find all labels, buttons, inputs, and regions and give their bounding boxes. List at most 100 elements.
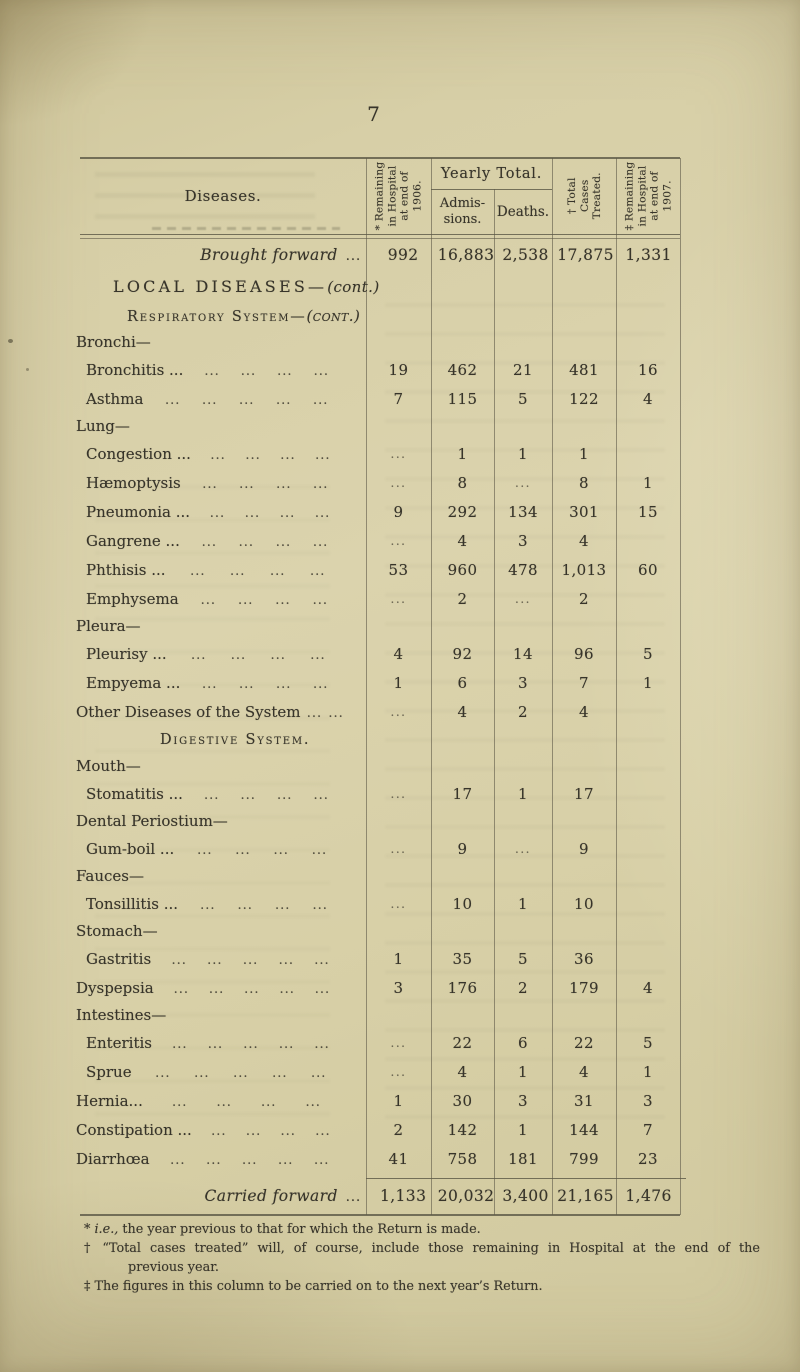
leader-dots: ............... [164, 392, 329, 408]
cell-deaths: 134 [508, 502, 538, 521]
cell-deaths: 3 [518, 1091, 528, 1110]
leader-dots: ............ [190, 563, 326, 579]
leader-dots: ... [345, 249, 362, 264]
cell-admissions: 20,032 [437, 1187, 495, 1205]
table-row: Digestive System. [72, 726, 680, 753]
cell-deaths: 5 [518, 949, 528, 968]
column-header-remaining-1907: ‡ Remaining in Hospital at end of 1907. [616, 157, 680, 235]
column-divider [494, 189, 496, 1215]
organ-group-label: Lung— [76, 417, 130, 435]
column-header-admissions: Admis- sions. [439, 196, 486, 227]
leader-dots: ............ [171, 1094, 321, 1110]
organ-group-label: Mouth— [76, 757, 141, 775]
cell-admissions: 4 [457, 1062, 468, 1081]
table-row: Sprue.................. 4 1 4 1 [72, 1057, 680, 1086]
cell-remaining-1907: 60 [638, 560, 658, 579]
disease-label: Gum-boil ............... [72, 840, 366, 858]
leader-dots: ............ [209, 505, 331, 521]
rotated-header-text: ‡ Remaining in Hospital at end of 1907. [623, 161, 673, 231]
column-header-remaining-1906: * Remaining in Hospital at end of 1906. [366, 157, 431, 235]
table-row: Dyspepsia............... 3 176 2 179 4 [72, 973, 680, 1002]
yearly-total-sub-rule [431, 189, 552, 191]
cell-admissions: 1 [457, 444, 468, 463]
cell-remaining-1906: 4 [393, 644, 404, 663]
cell-remaining-1907: 4 [643, 389, 653, 408]
cell-remaining-1906: 19 [388, 360, 409, 379]
cell-deaths: 2,538 [502, 246, 549, 264]
cell-total-treated: 4 [579, 531, 589, 550]
rotated-header-text: † Total Cases Treated. [565, 172, 603, 220]
cell-remaining-1907: 1,476 [625, 1187, 672, 1205]
leader-dots: ............... [155, 1065, 327, 1081]
cell-deaths: 14 [513, 644, 533, 663]
leader-dots: ............ [200, 897, 328, 913]
table-row: Gangrene .................. 4 3 4 [72, 526, 680, 555]
cell-deaths: ... [515, 841, 531, 856]
organ-group-label: Intestines— [76, 1006, 167, 1024]
cell-deaths: 3 [518, 673, 528, 692]
cell-total-treated: 17 [574, 784, 594, 803]
table-row: Tonsillitis .................. 10 1 10 [72, 889, 680, 918]
cell-deaths: 181 [508, 1149, 538, 1168]
table-row: Asthma............... 7 115 5 122 4 [72, 384, 680, 413]
cell-admissions: 10 [452, 894, 473, 913]
table-row: Phthisis ............... 53 960 478 1,013 60 [72, 555, 680, 584]
leader-dots: ............... [170, 1152, 330, 1168]
table-row: Respiratory System—(cont.) [72, 302, 680, 329]
cell-total-treated: 1,013 [561, 560, 607, 579]
table-row: Bronchitis ............... 19 462 21 481 16 [72, 355, 680, 384]
cell-deaths: 478 [508, 560, 538, 579]
cell-total-treated: 22 [574, 1033, 594, 1052]
table-row: Hæmoptysis............... 8... 8 1 [72, 468, 680, 497]
disease-label: Gangrene ............... [72, 532, 366, 550]
table-row: Fauces— [72, 863, 680, 889]
cell-remaining-1906: ... [390, 786, 407, 801]
table-row: Mouth— [72, 753, 680, 779]
organ-group-label: Bronchi— [76, 333, 151, 351]
cell-remaining-1906: 41 [388, 1149, 409, 1168]
column-header-yearly-total: Yearly Total. [440, 165, 543, 182]
table-row: Pleurisy ............... 4 92 14 96 5 [72, 639, 680, 668]
cell-admissions: 4 [457, 702, 468, 721]
cell-total-treated: 21,165 [557, 1187, 614, 1205]
cell-admissions: 6 [457, 673, 468, 692]
table-row: Empyema ............... 1 6 3 7 1 [72, 668, 680, 697]
disease-label: Phthisis ............... [72, 561, 366, 579]
organ-group-label: Pleura— [76, 617, 141, 635]
disease-label: Tonsillitis ............... [72, 895, 366, 913]
cell-deaths: 6 [518, 1033, 528, 1052]
cell-remaining-1906: 7 [393, 389, 404, 408]
cell-remaining-1907: 23 [638, 1149, 658, 1168]
leader-dots: ............ [210, 447, 331, 463]
cell-admissions: 4 [457, 531, 468, 550]
table-row: Pleura— [72, 613, 680, 639]
cell-remaining-1906: 2 [393, 1120, 404, 1139]
cell-remaining-1906: 1,133 [379, 1187, 427, 1205]
disease-label: Gastritis............... [72, 950, 366, 968]
disease-label: Other Diseases of the System...... [72, 703, 366, 721]
cell-total-treated: 2 [579, 589, 589, 608]
table-row: Dental Periostium— [72, 808, 680, 834]
table-row: Constipation ............... 2 142 1 144 7 [72, 1115, 680, 1144]
section-heading: Respiratory System—(cont.) [127, 306, 361, 325]
cell-remaining-1907: 5 [643, 644, 653, 663]
disease-label: Pneumonia ............... [72, 503, 366, 521]
section-heading: LOCAL DISEASES—(cont.) [113, 277, 380, 296]
cell-remaining-1906: ... [390, 1064, 407, 1079]
cell-remaining-1906: ... [390, 841, 407, 856]
cell-deaths: 5 [518, 389, 528, 408]
table-row: Pneumonia ............... 9 292 134 301 15 [72, 497, 680, 526]
cell-total-treated: 144 [569, 1120, 599, 1139]
table-row: Enteritis.................. 22 6 22 5 [72, 1028, 680, 1057]
leader-dots: ............ [200, 592, 329, 608]
leader-dots: ............ [197, 842, 328, 858]
leader-dots: ............ [204, 787, 329, 803]
table-row: Emphysema............... 2... 2 [72, 584, 680, 613]
cell-admissions: 462 [447, 360, 478, 379]
cell-remaining-1906: 9 [393, 502, 404, 521]
column-divider [366, 158, 368, 1215]
header-bottom-rule [80, 234, 680, 236]
disease-label: Enteritis............... [72, 1034, 366, 1052]
leader-dots: ............ [204, 363, 329, 379]
cell-admissions: 9 [457, 839, 468, 858]
